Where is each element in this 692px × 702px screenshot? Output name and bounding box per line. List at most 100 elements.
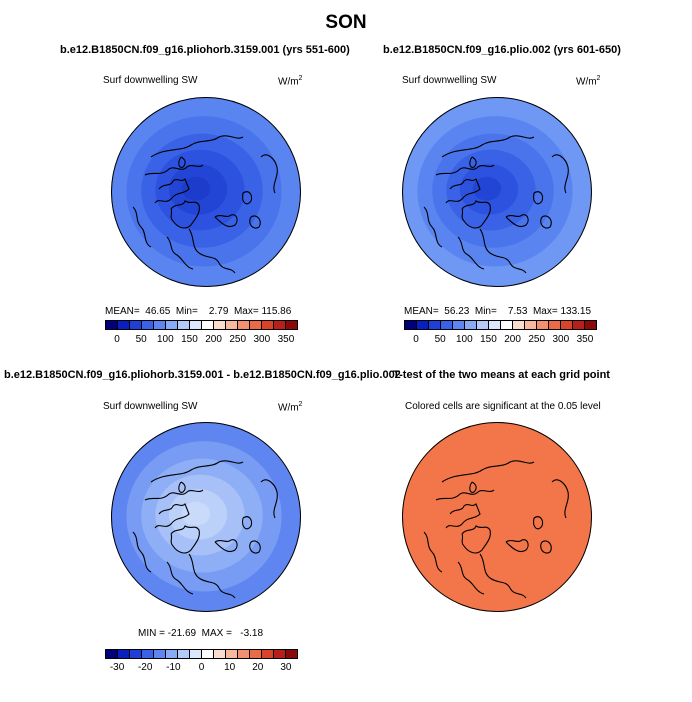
- figure-title: SON: [325, 12, 367, 33]
- coastline: [469, 156, 477, 168]
- coastline: [144, 489, 204, 501]
- colorbar-tick-label: 0: [198, 662, 205, 673]
- panel-4-variable-label: Colored cells are significant at the 0.0…: [405, 401, 601, 412]
- colorbar-swatch: [573, 321, 585, 329]
- colorbar-tick-label: 50: [434, 334, 446, 345]
- coastline: [457, 236, 485, 270]
- colorbar-swatch: [513, 321, 525, 329]
- colorbar-swatch: [226, 321, 238, 329]
- colorbar-swatch: [118, 650, 130, 658]
- coastline: [188, 228, 236, 274]
- colorbar-swatch: [501, 321, 513, 329]
- panel-3-variable-label: Surf downwelling SW: [103, 401, 198, 412]
- coastline: [166, 236, 194, 270]
- map-contour-fill: [402, 422, 592, 612]
- panel-4-title: T-test of the two means at each grid poi…: [393, 369, 610, 381]
- coastline: [178, 481, 186, 493]
- map-contour-fill: [181, 176, 211, 201]
- coastline: [132, 531, 152, 573]
- panel-3-colorbar: [105, 649, 298, 659]
- colorbar-swatch: [142, 650, 154, 658]
- colorbar-swatch: [537, 321, 549, 329]
- coastline: [533, 191, 544, 205]
- colorbar-swatch: [202, 321, 214, 329]
- coastline: [435, 164, 495, 176]
- panel-2-units: W/m2: [576, 75, 601, 88]
- colorbar-swatch: [405, 321, 417, 329]
- colorbar-swatch: [142, 321, 154, 329]
- coastline: [461, 200, 491, 229]
- panel-3-map: [111, 422, 301, 612]
- panel-1-units: W/m2: [278, 75, 303, 88]
- coastline: [132, 206, 152, 248]
- colorbar-tick-label: -20: [137, 662, 153, 673]
- colorbar-swatch: [214, 321, 226, 329]
- colorbar-swatch: [106, 650, 118, 658]
- coastline: [214, 214, 238, 228]
- colorbar-swatch: [238, 650, 250, 658]
- colorbar-swatch: [286, 321, 297, 329]
- panel-1-variable-label: Surf downwelling SW: [103, 75, 198, 86]
- colorbar-tick-label: 250: [229, 334, 247, 345]
- coastline: [170, 525, 200, 554]
- colorbar-tick-label: -30: [109, 662, 125, 673]
- colorbar-swatch: [489, 321, 501, 329]
- colorbar-tick-label: 30: [280, 662, 292, 673]
- coastline: [150, 460, 244, 483]
- colorbar-swatch: [226, 650, 238, 658]
- colorbar-swatch: [190, 650, 202, 658]
- colorbar-swatch: [585, 321, 596, 329]
- coastline: [214, 539, 238, 553]
- colorbar-swatch: [274, 321, 286, 329]
- colorbar-swatch: [214, 650, 226, 658]
- colorbar-swatch: [549, 321, 561, 329]
- coastline: [441, 460, 535, 483]
- panel-3-stats: MIN = -21.69 MAX = -3.18: [138, 628, 264, 639]
- panel-3-units: W/m2: [278, 401, 303, 414]
- panel-3-title: b.e12.B1850CN.f09_g16.pliohorb.3159.001 …: [4, 369, 401, 381]
- colorbar-tick-label: 300: [552, 334, 570, 345]
- coastline: [551, 154, 569, 194]
- colorbar-swatch: [262, 650, 274, 658]
- coastline: [242, 516, 253, 530]
- coastline: [505, 539, 529, 553]
- colorbar-tick-label: 300: [253, 334, 271, 345]
- colorbar-swatch: [417, 321, 429, 329]
- coastline: [445, 178, 481, 204]
- coastline: [249, 215, 261, 229]
- panel-1-stats: MEAN= 46.65 Min= 2.79 Max= 115.86: [105, 306, 292, 317]
- colorbar-swatch: [178, 650, 190, 658]
- colorbar-tick-label: 20: [252, 662, 264, 673]
- colorbar-swatch: [286, 650, 297, 658]
- coastline: [178, 156, 186, 168]
- coastline: [249, 540, 261, 554]
- colorbar-tick-label: 350: [277, 334, 295, 345]
- colorbar-tick-label: 250: [528, 334, 546, 345]
- coastline: [505, 214, 529, 228]
- coastline: [154, 178, 190, 204]
- panel-4-map: [402, 422, 592, 612]
- panel-2-variable-label: Surf downwelling SW: [402, 75, 497, 86]
- colorbar-swatch: [250, 650, 262, 658]
- coastline: [144, 164, 204, 176]
- coastline: [260, 479, 278, 519]
- coastline: [170, 200, 200, 229]
- coastline: [150, 135, 244, 158]
- panel-3-colorbar-ticks: -30 -20 -10 0 10 20 30: [105, 662, 298, 676]
- panel-1-colorbar: [105, 320, 298, 330]
- coastline: [441, 135, 535, 158]
- colorbar-swatch: [154, 321, 166, 329]
- colorbar-swatch: [262, 321, 274, 329]
- colorbar-swatch: [465, 321, 477, 329]
- colorbar-tick-label: 200: [205, 334, 222, 345]
- colorbar-swatch: [178, 321, 190, 329]
- colorbar-swatch: [453, 321, 465, 329]
- colorbar-swatch: [441, 321, 453, 329]
- panel-1-colorbar-ticks: 0 50 100 150 200 250 300 350: [105, 334, 298, 348]
- colorbar-swatch: [202, 650, 214, 658]
- coastline: [479, 553, 527, 599]
- colorbar-tick-label: 350: [576, 334, 594, 345]
- coastline: [533, 516, 544, 530]
- panel-2-colorbar-ticks: 0 50 100 150 200 250 300 350: [404, 334, 597, 348]
- coastline: [469, 481, 477, 493]
